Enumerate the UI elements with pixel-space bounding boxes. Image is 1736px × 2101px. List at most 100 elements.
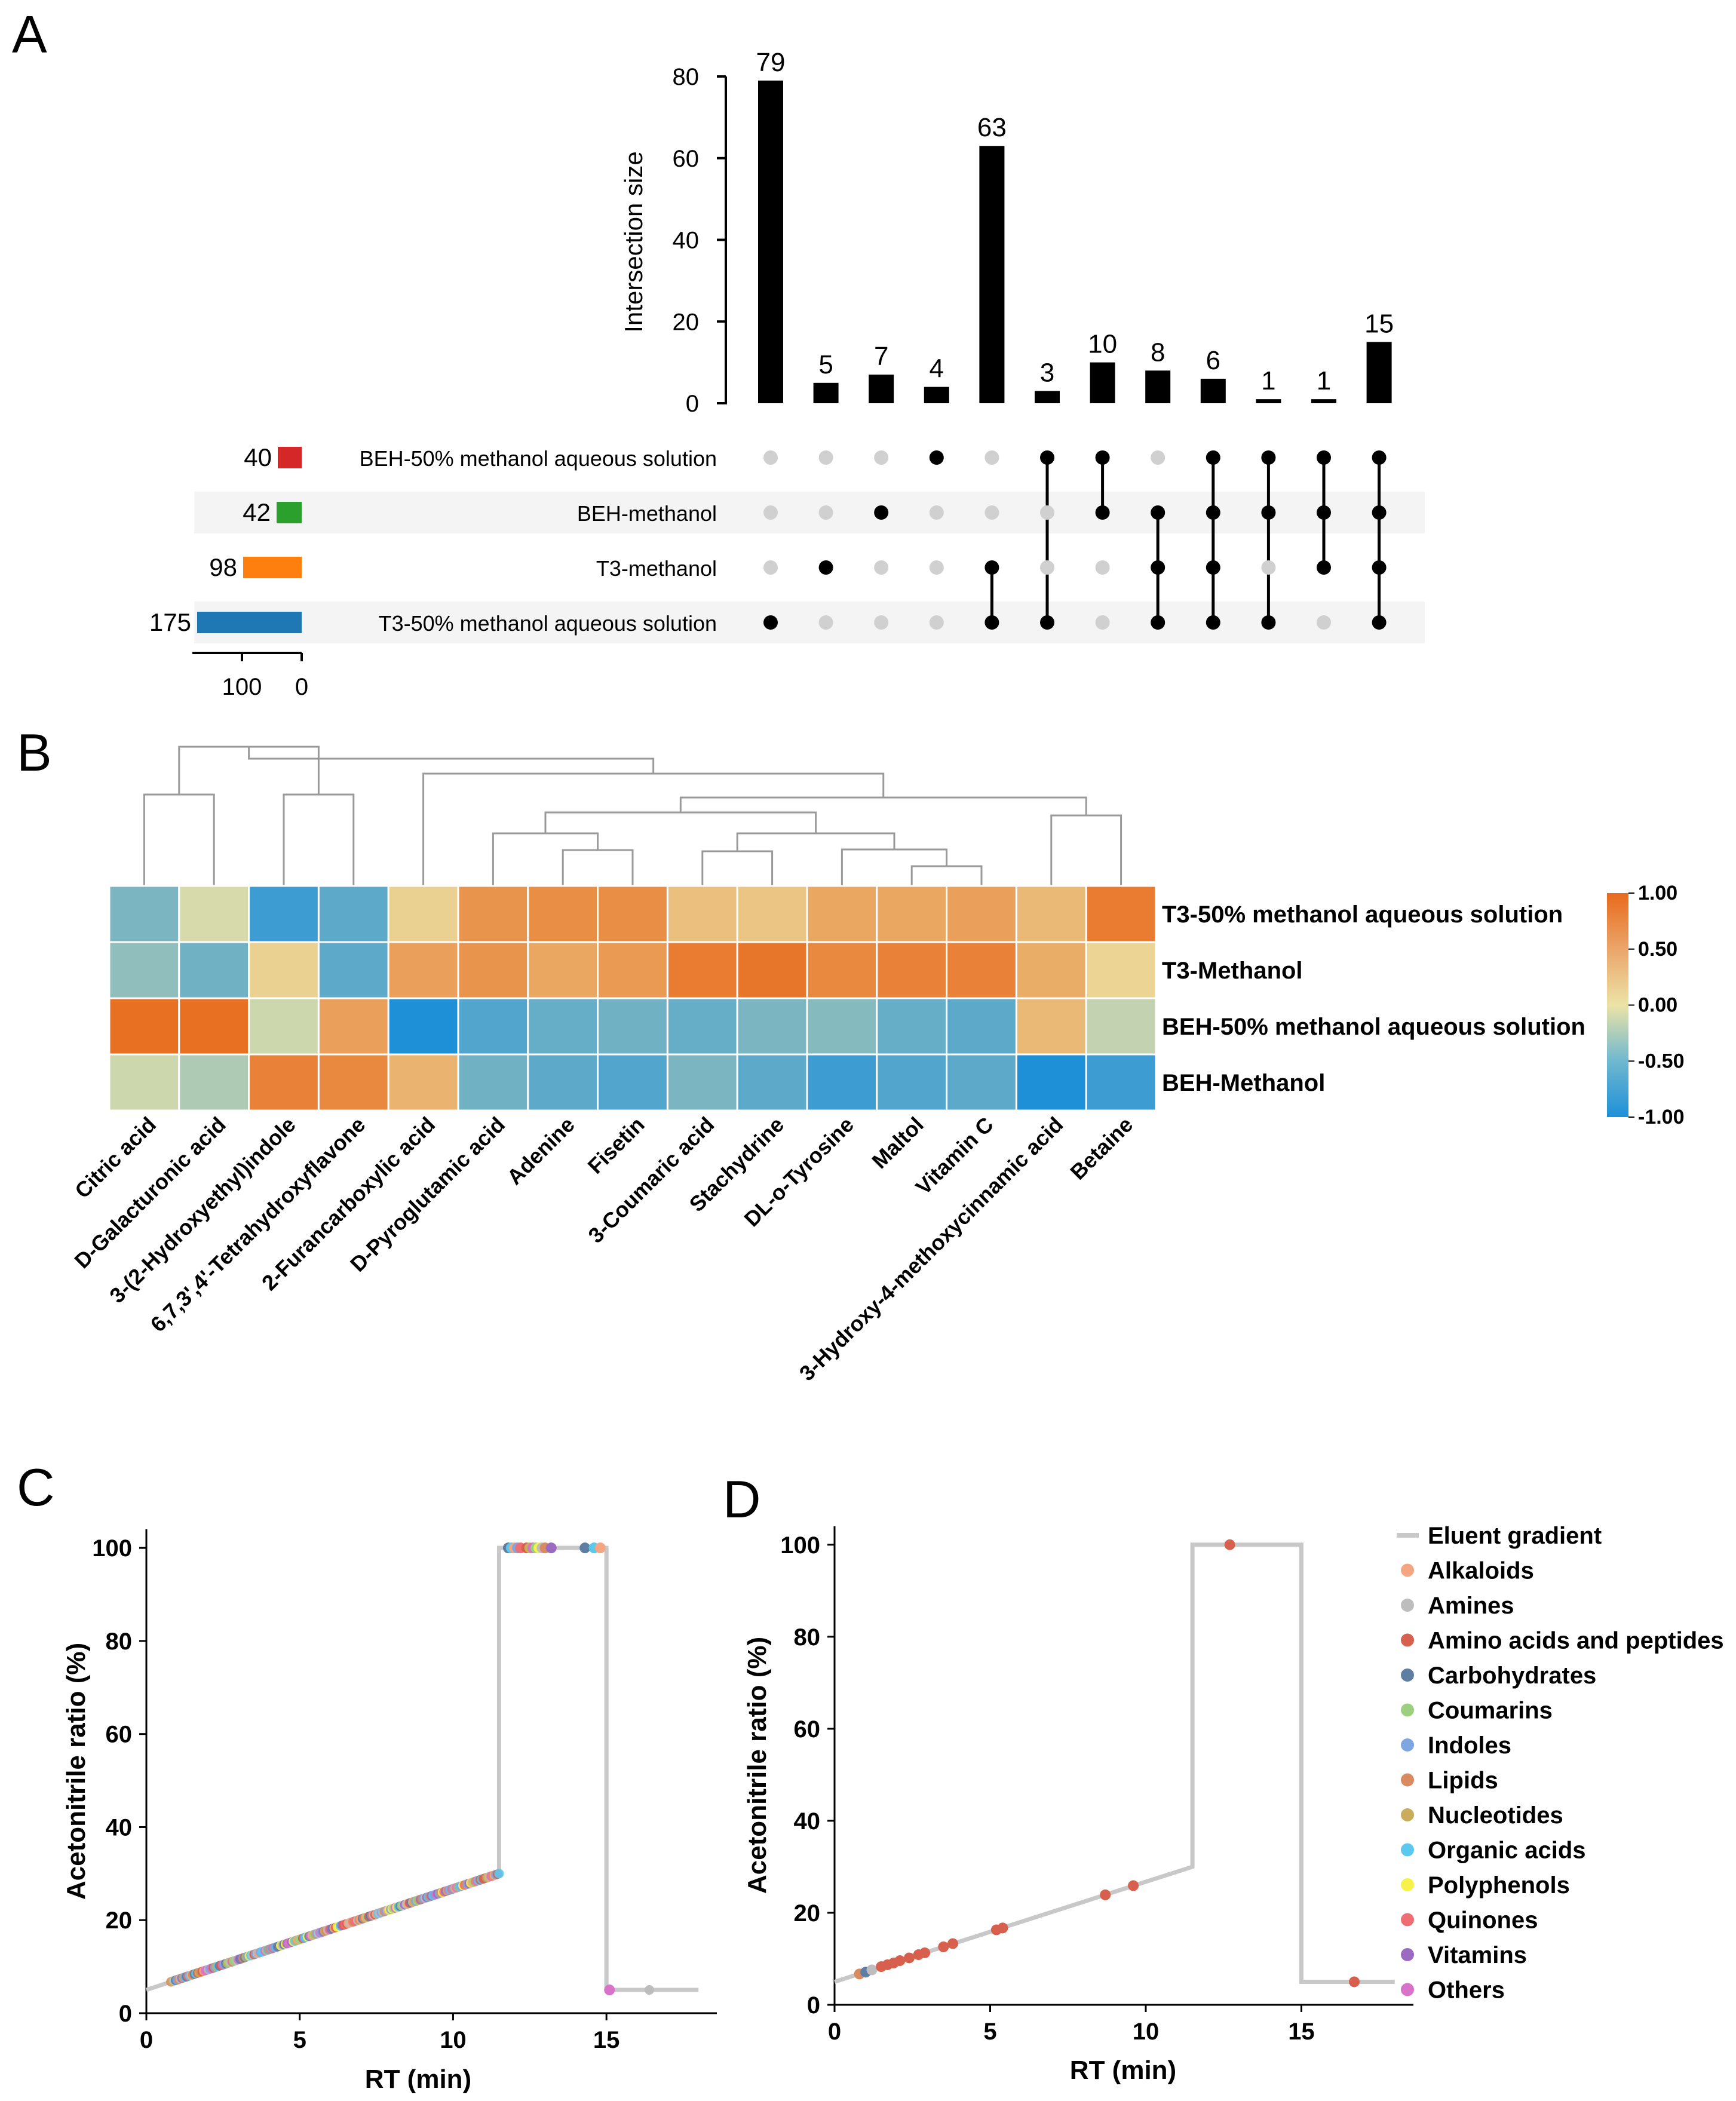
column-dendrogram [143,746,1122,886]
x-tick-label: 5 [983,2019,996,2045]
scatter-panel-d: 0 5 10 15 0 20 40 60 80 100 RT (min) Acetonitrile… [743,1523,1724,2085]
legend-dot-swatch [1401,1738,1414,1752]
c-point [579,1542,591,1554]
y-tick-label: 60 [794,1716,821,1743]
legend-label: Nucleotides [1428,1802,1563,1829]
d-legend: Eluent gradient Alkaloids Amines Amino acid… [1397,1523,1724,2004]
heatmap-cell [317,941,389,999]
heatmap-cell [178,997,250,1056]
dendrogram-link [701,850,774,886]
heatmap-cell [876,941,948,999]
membership-dot-filled [1261,505,1276,520]
set-size-bars: 40 BEH-50% methanol aqueous solution 42 BEH… [149,443,717,636]
c-x-label: RT (min) [365,2065,471,2094]
set-name-label: BEH-50% methanol aqueous solution [360,446,717,471]
set-size-bar [243,557,302,578]
intersection-value-label: 6 [1206,346,1220,375]
membership-dot-filled [1151,505,1165,520]
dendrogram-link [143,793,215,886]
heatmap-cell [597,1053,668,1112]
heatmap-row-label: T3-Methanol [1162,958,1303,984]
membership-dot-filled [874,505,889,520]
heatmap-cell [248,941,320,999]
heatmap-cell [108,1053,180,1112]
heatmap-cell [736,1053,808,1112]
legend-dot-swatch [1401,1843,1414,1857]
heatmap-cell [317,885,389,943]
heatmap-cell [946,885,1017,943]
heatmap-cell [457,885,529,943]
membership-dot-empty [929,615,944,630]
dendrogram-link [910,865,983,886]
heatmap-cell [1015,1053,1087,1112]
d-point [1100,1889,1111,1900]
dendrogram-link [544,811,817,833]
heatmap-cell [876,997,948,1056]
membership-dot-filled [818,560,833,575]
membership-dot-filled [763,615,778,630]
set-name-label: T3-50% methanol aqueous solution [379,611,717,636]
colorbar-tick-label: -0.50 [1638,1050,1685,1072]
membership-dot-filled [1317,450,1331,465]
membership-dot-empty [763,505,778,520]
legend-label: Quinones [1428,1907,1538,1934]
d-point [919,1947,931,1958]
d-point [1128,1880,1139,1891]
intersection-bars: 79 5 7 4 63 3 10 8 6 1 1 15 [756,48,1394,404]
c-point [545,1542,557,1554]
y-tick-label: 60 [673,146,700,172]
heatmap-cell [248,1053,320,1112]
dendrogram-link [1050,814,1122,886]
c-eluent-gradient-line [145,1545,699,1992]
heatmap-cell [1015,941,1087,999]
legend-label: Indoles [1428,1732,1511,1759]
intersection-value-label: 10 [1088,330,1117,359]
legend-label: Coumarins [1428,1698,1553,1724]
membership-dot-empty [763,450,778,465]
intersection-bar [979,146,1005,404]
heatmap-cell [108,997,180,1056]
membership-matrix [763,450,1387,630]
legend-label: Organic acids [1428,1838,1586,1864]
legend-label: Polyphenols [1428,1872,1570,1898]
heatmap-cell [666,1053,738,1112]
legend-dot-swatch [1401,1773,1414,1787]
intersection-value-label: 79 [756,48,786,77]
colorbar-tick-label: -1.00 [1638,1106,1685,1128]
heatmap-cell [666,997,738,1056]
heatmap-cell [597,885,668,943]
heatmap: T3-50% methanol aqueous solution T3-Metha… [69,746,1685,1386]
c-ticks: 0 5 10 15 0 20 40 60 80 100 [92,1535,619,2053]
heatmap-row-label: BEH-50% methanol aqueous solution [1162,1014,1585,1040]
membership-dot-filled [1372,560,1387,575]
legend-label: Alkaloids [1428,1558,1534,1584]
set-size-value: 175 [149,608,191,636]
legend-dot-swatch [1401,1633,1414,1647]
membership-dot-empty [1151,450,1165,465]
intersection-value-label: 5 [818,350,833,379]
heatmap-cell [736,941,808,999]
heatmap-cell [1085,941,1157,999]
heatmap-cell [946,1053,1017,1112]
heatmap-cell [597,941,668,999]
legend-dot-swatch [1401,1668,1414,1682]
legend-dot-swatch [1401,1808,1414,1821]
y-tick-label: 20 [794,1900,821,1927]
y-tick-label: 40 [794,1808,821,1835]
heatmap-cell [527,941,599,999]
heatmap-cell [1085,885,1157,943]
y-tick-label: 20 [106,1907,133,1934]
x-tick-label: 10 [1133,2019,1160,2045]
legend-dot-swatch [1401,1878,1414,1891]
membership-dot-empty [1040,560,1054,575]
heatmap-cell [387,997,459,1056]
set-name-label: T3-methanol [596,556,717,581]
membership-dot-filled [1206,505,1220,520]
intersection-bar [1035,391,1060,403]
panel-letter-a: A [12,5,47,64]
y-tick-label: 100 [92,1535,132,1562]
membership-dot-empty [818,505,833,520]
